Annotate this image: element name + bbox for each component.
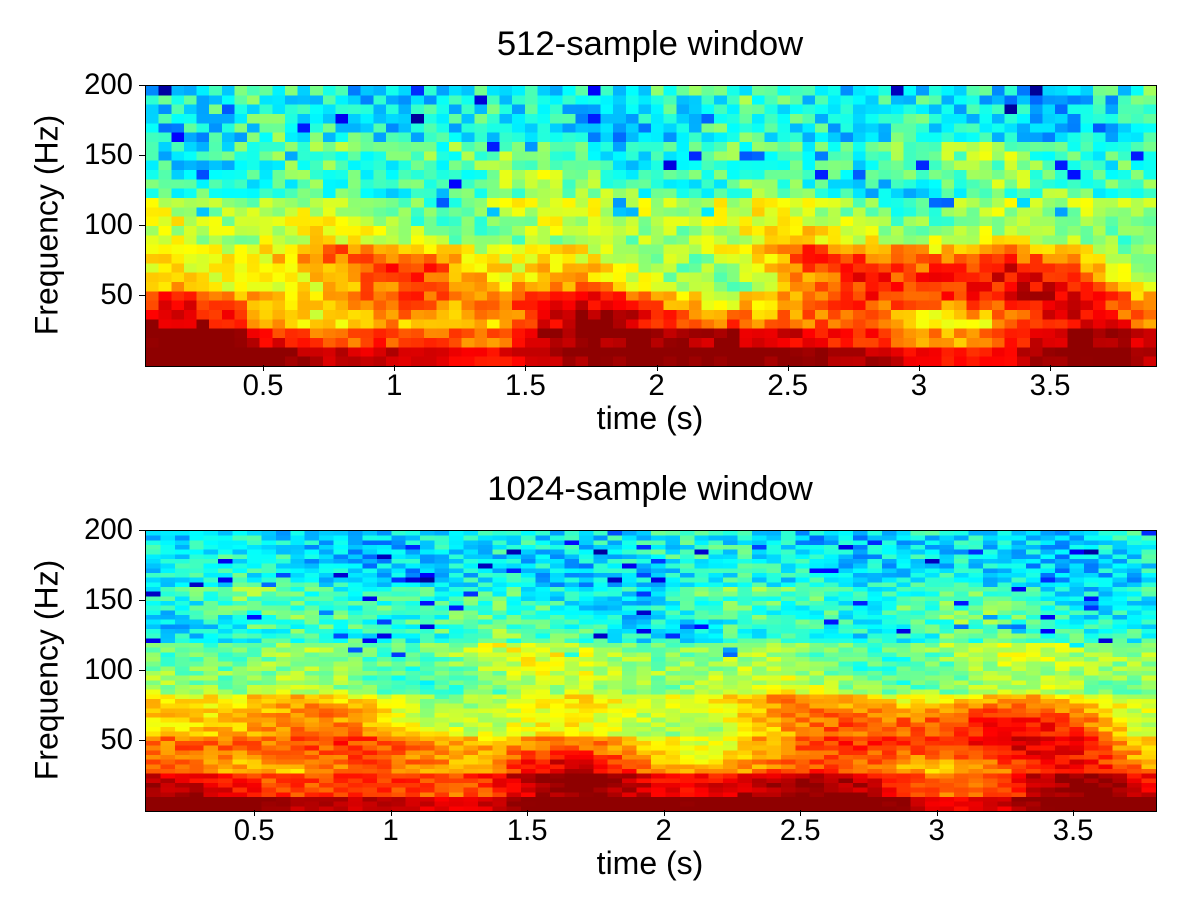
x-tick-label: 2.5 xyxy=(767,369,808,403)
y-tick xyxy=(139,740,145,741)
x-tick xyxy=(391,810,392,816)
x-tick xyxy=(525,365,526,371)
x-tick-label: 1.5 xyxy=(505,369,546,403)
y-tick xyxy=(139,670,145,671)
x-tick-label: 2.5 xyxy=(780,814,821,848)
x-tick xyxy=(800,810,801,816)
x-tick-label: 0.5 xyxy=(243,369,284,403)
x-tick xyxy=(1050,365,1051,371)
x-tick-label: 3.5 xyxy=(1030,369,1071,403)
x-tick xyxy=(664,810,665,816)
y-tick xyxy=(139,295,145,296)
x-tick-label: 0.5 xyxy=(234,814,275,848)
x-axis-label-top: time (s) xyxy=(145,400,1155,437)
x-tick-label: 1.5 xyxy=(507,814,548,848)
spectrogram-bottom xyxy=(146,531,1156,811)
x-tick-label: 3.5 xyxy=(1053,814,1094,848)
chart-title-bottom: 1024-sample window xyxy=(145,470,1155,509)
x-tick-label: 3 xyxy=(911,369,927,403)
x-tick-label: 2 xyxy=(655,814,671,848)
x-tick xyxy=(1073,810,1074,816)
chart-title-top: 512-sample window xyxy=(145,25,1155,64)
spectrogram-figure: 512-sample window time (s) Frequency (Hz) 0… xyxy=(0,0,1200,900)
x-tick xyxy=(657,365,658,371)
x-tick xyxy=(254,810,255,816)
subplot-bottom: 1024-sample windowtime (s)Frequency (Hz)… xyxy=(145,530,1155,810)
plot-area-bottom xyxy=(145,530,1157,812)
y-tick xyxy=(139,155,145,156)
x-tick xyxy=(919,365,920,371)
y-tick xyxy=(139,530,145,531)
y-tick xyxy=(139,600,145,601)
x-tick xyxy=(527,810,528,816)
plot-area-top xyxy=(145,85,1157,367)
y-axis-label-top: Frequency (Hz) xyxy=(29,115,66,336)
x-tick-label: 2 xyxy=(648,369,664,403)
subplot-top: 512-sample windowtime (s)Frequency (Hz)0… xyxy=(145,85,1155,365)
spectrogram-top xyxy=(146,86,1156,366)
x-tick-label: 1 xyxy=(383,814,399,848)
x-tick xyxy=(937,810,938,816)
x-tick xyxy=(394,365,395,371)
y-tick xyxy=(139,225,145,226)
y-tick xyxy=(139,85,145,86)
x-tick xyxy=(263,365,264,371)
x-tick-label: 1 xyxy=(386,369,402,403)
x-axis-label-bottom: time (s) xyxy=(145,845,1155,882)
x-tick xyxy=(788,365,789,371)
x-tick-label: 3 xyxy=(928,814,944,848)
y-axis-label-bottom: Frequency (Hz) xyxy=(29,560,66,781)
